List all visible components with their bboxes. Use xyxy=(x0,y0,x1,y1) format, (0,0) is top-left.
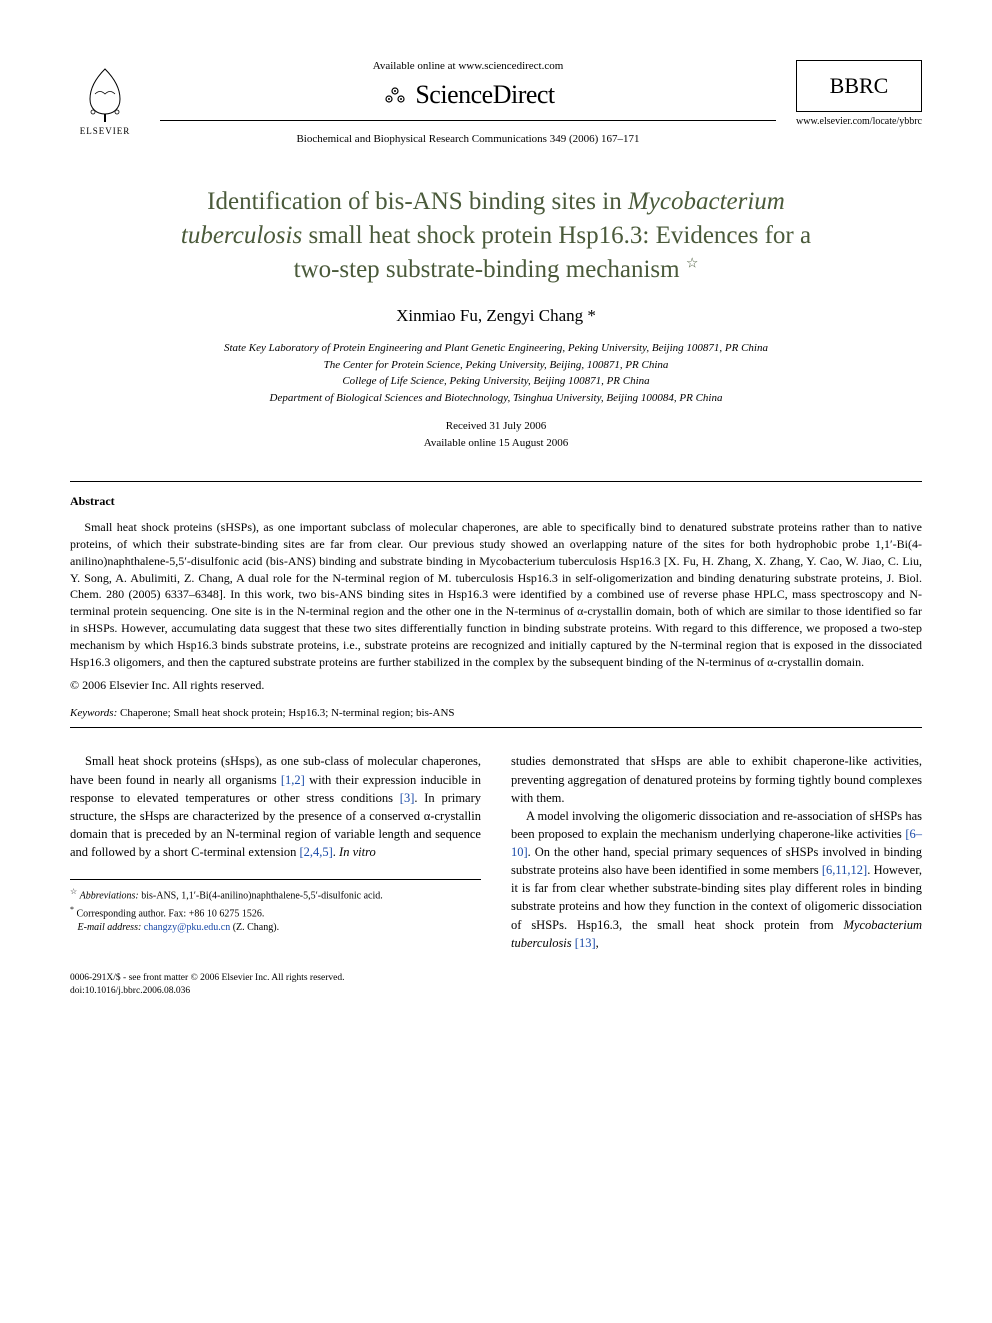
footer-copyright: 0006-291X/$ - see front matter © 2006 El… xyxy=(70,972,922,985)
keywords-label: Keywords: xyxy=(70,707,117,719)
ref-link[interactable]: [13] xyxy=(575,936,596,950)
header-divider xyxy=(160,120,776,121)
ref-link[interactable]: [2,4,5] xyxy=(299,845,332,859)
left-column: Small heat shock proteins (sHsps), as on… xyxy=(70,752,481,951)
bbrc-logo-box: BBRC xyxy=(796,60,922,112)
article-title: Identification of bis-ANS binding sites … xyxy=(90,185,902,286)
abstract-text-content: Small heat shock proteins (sHSPs), as on… xyxy=(70,520,922,668)
received-date: Received 31 July 2006 xyxy=(70,418,922,435)
ref-link[interactable]: [3] xyxy=(400,791,415,805)
abstract-top-divider xyxy=(70,481,922,482)
title-em2: tuberculosis xyxy=(181,222,302,249)
affiliation-4: Department of Biological Sciences and Bi… xyxy=(70,390,922,407)
affiliation-1: State Key Laboratory of Protein Engineer… xyxy=(70,340,922,357)
footnote-asterisk-icon: * xyxy=(70,905,74,914)
title-em1: Mycobacterium xyxy=(628,188,785,215)
abbrev-label: Abbreviations: xyxy=(80,891,139,902)
bbrc-block: BBRC www.elsevier.com/locate/ybbrc xyxy=(796,60,922,127)
elsevier-tree-icon xyxy=(75,64,135,124)
affiliation-2: The Center for Protein Science, Peking U… xyxy=(70,357,922,374)
online-date: Available online 15 August 2006 xyxy=(70,435,922,452)
sciencedirect-icon xyxy=(381,81,409,109)
footnote-abbreviations: ☆ Abbreviations: bis-ANS, 1,1′-Bi(4-anil… xyxy=(70,886,481,903)
elsevier-logo: ELSEVIER xyxy=(70,60,140,140)
ref-link[interactable]: [6,11,12] xyxy=(822,863,867,877)
footnote-star-icon: ☆ xyxy=(70,887,77,896)
email-after: (Z. Chang). xyxy=(230,922,279,933)
sciencedirect-logo: ScienceDirect xyxy=(160,80,776,110)
abstract-body: Small heat shock proteins (sHSPs), as on… xyxy=(70,519,922,670)
affiliations: State Key Laboratory of Protein Engineer… xyxy=(70,340,922,406)
bbrc-text: BBRC xyxy=(807,73,911,99)
abstract-bottom-divider xyxy=(70,727,922,728)
page-footer: 0006-291X/$ - see front matter © 2006 El… xyxy=(70,972,922,999)
title-part2: small heat shock protein Hsp16.3: Eviden… xyxy=(302,222,811,249)
email-link[interactable]: changzy@pku.edu.cn xyxy=(141,922,230,933)
locate-url: www.elsevier.com/locate/ybbrc xyxy=(796,116,922,127)
body-paragraph-3: A model involving the oligomeric dissoci… xyxy=(511,807,922,952)
footer-doi: doi:10.1016/j.bbrc.2006.08.036 xyxy=(70,985,922,998)
available-online-text: Available online at www.sciencedirect.co… xyxy=(160,60,776,72)
footnotes: ☆ Abbreviations: bis-ANS, 1,1′-Bi(4-anil… xyxy=(70,879,481,935)
abstract-heading: Abstract xyxy=(70,494,922,509)
email-label: E-mail address: xyxy=(78,922,142,933)
elsevier-label: ELSEVIER xyxy=(80,126,131,136)
right-column: studies demonstrated that sHsps are able… xyxy=(511,752,922,951)
ref-link[interactable]: [1,2] xyxy=(281,773,305,787)
body-columns: Small heat shock proteins (sHsps), as on… xyxy=(70,752,922,951)
center-header: Available online at www.sciencedirect.co… xyxy=(140,60,796,145)
abbrev-text: bis-ANS, 1,1′-Bi(4-anilino)naphthalene-5… xyxy=(139,891,383,902)
footnote-corresponding: * Corresponding author. Fax: +86 10 6275… xyxy=(70,904,481,921)
title-part1: Identification of bis-ANS binding sites … xyxy=(207,188,628,215)
authors: Xinmiao Fu, Zengyi Chang * xyxy=(70,306,922,326)
body-text-italic: In vitro xyxy=(339,845,376,859)
affiliation-3: College of Life Science, Peking Universi… xyxy=(70,373,922,390)
journal-citation: Biochemical and Biophysical Research Com… xyxy=(160,133,776,145)
title-part3: two-step substrate-binding mechanism xyxy=(294,256,686,283)
body-paragraph-2: studies demonstrated that sHsps are able… xyxy=(511,752,922,806)
body-text: A model involving the oligomeric dissoci… xyxy=(511,809,922,841)
sciencedirect-text: ScienceDirect xyxy=(415,80,554,110)
journal-header: ELSEVIER Available online at www.science… xyxy=(70,60,922,145)
article-dates: Received 31 July 2006 Available online 1… xyxy=(70,418,922,451)
footnote-email: E-mail address: changzy@pku.edu.cn (Z. C… xyxy=(70,921,481,935)
corresponding-text: Corresponding author. Fax: +86 10 6275 1… xyxy=(77,908,265,919)
keywords-line: Keywords: Chaperone; Small heat shock pr… xyxy=(70,707,922,719)
body-paragraph-1: Small heat shock proteins (sHsps), as on… xyxy=(70,752,481,861)
keywords-text: Chaperone; Small heat shock protein; Hsp… xyxy=(117,707,454,719)
body-text: , xyxy=(596,936,599,950)
title-star-icon: ☆ xyxy=(686,256,699,271)
body-text: studies demonstrated that sHsps are able… xyxy=(511,754,922,804)
abstract-copyright: © 2006 Elsevier Inc. All rights reserved… xyxy=(70,678,922,693)
